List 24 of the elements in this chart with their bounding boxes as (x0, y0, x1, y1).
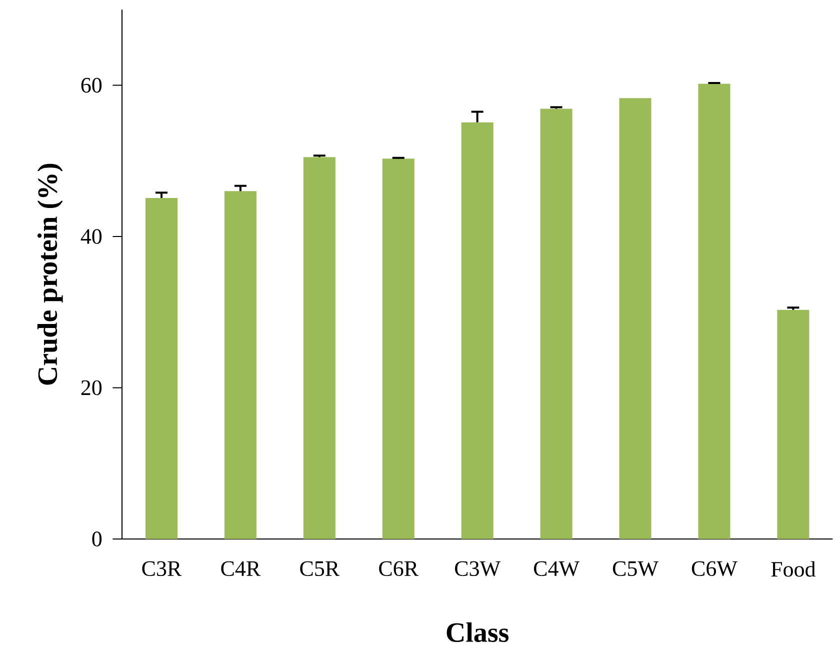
y-axis-title: Crude protein (%) (37, 164, 63, 385)
bar (224, 191, 256, 539)
x-tick-label: Food (771, 561, 816, 577)
x-tick-label: C4R (221, 561, 261, 576)
bar (461, 122, 494, 539)
y-tick-label: 40 (80, 229, 102, 244)
bar (145, 198, 178, 539)
bar (619, 98, 652, 539)
y-tick-label: 60 (81, 78, 102, 93)
bar (540, 108, 572, 539)
bar (303, 157, 336, 539)
y-tick-label: 0 (92, 532, 102, 546)
bar (698, 84, 730, 539)
x-tick-label: C3R (142, 561, 182, 576)
bar (777, 310, 810, 539)
x-tick-label: C6W (692, 561, 738, 576)
x-tick-label: C3W (455, 561, 501, 576)
y-tick-label: 20 (81, 380, 102, 396)
x-tick-label: C4W (534, 561, 580, 576)
x-tick-label: C6R (379, 561, 419, 576)
x-axis-title: Class (446, 622, 509, 642)
x-tick-label: C5W (612, 561, 658, 576)
x-tick-label: C5R (300, 561, 340, 576)
bar (382, 158, 414, 539)
